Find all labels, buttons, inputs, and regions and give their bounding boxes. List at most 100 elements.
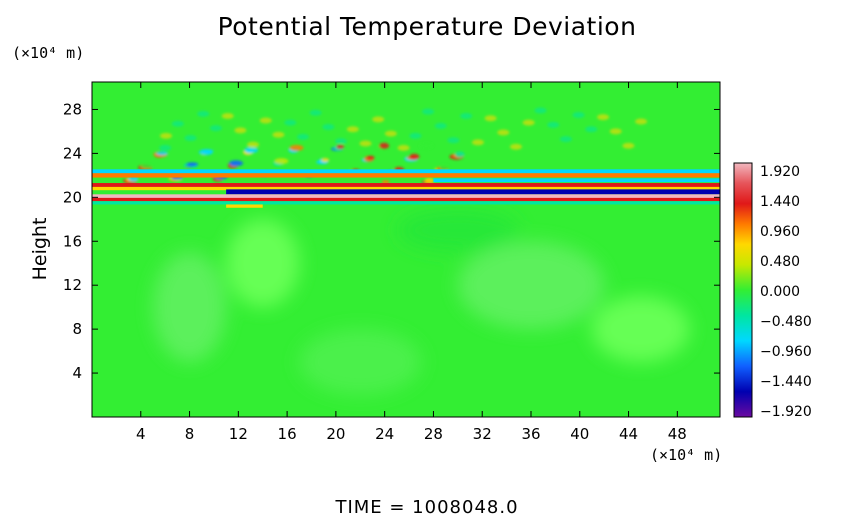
colorbar-label: 1.440 [760, 194, 800, 210]
wave-cell [322, 124, 335, 131]
wave-cell [454, 151, 465, 158]
field-blob [396, 208, 519, 253]
wave-cell [229, 160, 244, 167]
wave-cell [366, 155, 375, 160]
colorbar-label: −1.920 [760, 404, 812, 420]
wave-cell [209, 125, 222, 132]
wave-cell [447, 137, 460, 144]
wave-cell [460, 113, 473, 120]
field-blob [152, 252, 227, 363]
jet-layer [92, 169, 720, 208]
wave-cell [409, 132, 422, 139]
wave-cell [509, 143, 522, 150]
wave-cell [274, 158, 289, 165]
x-tick-label: 44 [619, 425, 638, 443]
x-tick-label: 16 [278, 425, 297, 443]
wave-cell [379, 142, 390, 149]
y-axis-unit: (×10⁴ m) [12, 44, 85, 62]
field-band [92, 183, 720, 188]
wave-cell [635, 118, 648, 125]
wave-cell [534, 107, 547, 114]
colorbar-label: 1.920 [760, 164, 800, 180]
wave-cell [422, 108, 435, 115]
wave-cell [244, 147, 259, 154]
wave-cell [381, 179, 390, 184]
x-axis-ticks: 4 8 12 16 20 24 28 32 36 40 44 48 [136, 82, 687, 443]
field-band [433, 178, 720, 183]
wave-cell [296, 133, 309, 140]
y-tick-label: 16 [63, 232, 82, 250]
wave-cell [346, 126, 359, 133]
colorbar: 1.920 1.440 0.960 0.480 0.000 −0.480 −0.960 −1.… [733, 162, 812, 420]
wave-cell [159, 144, 172, 151]
wave-cell [221, 113, 234, 120]
field-blob [299, 329, 422, 396]
wave-cell [289, 144, 304, 151]
y-tick-label: 28 [63, 100, 82, 118]
wave-cell [140, 164, 153, 169]
wave-cell [559, 136, 572, 143]
field-band [92, 169, 720, 175]
wave-cell [335, 138, 348, 145]
wave-cell [234, 127, 247, 134]
plot-area [91, 81, 721, 418]
wave-cell [419, 142, 434, 149]
x-tick-label: 20 [326, 425, 345, 443]
wave-cell [622, 142, 635, 149]
field-blob [226, 219, 300, 308]
y-tick-label: 8 [72, 320, 82, 338]
y-tick-label: 24 [63, 144, 82, 162]
field-band [92, 201, 720, 205]
x-tick-label: 48 [668, 425, 687, 443]
colorbar-label: −0.480 [760, 314, 812, 330]
y-axis-ticks: 4 8 12 16 20 24 28 [63, 100, 720, 382]
wave-cell [424, 177, 435, 184]
wave-cell [372, 116, 385, 123]
x-tick-label: 12 [229, 425, 248, 443]
wave-cell [197, 110, 210, 117]
wave-cell [309, 109, 322, 116]
x-tick-label: 36 [521, 425, 540, 443]
colorbar-labels: 1.920 1.440 0.960 0.480 0.000 −0.480 −0.960 −1.… [760, 164, 812, 420]
y-tick-label: 12 [63, 276, 82, 294]
wave-cell [609, 128, 622, 135]
wave-cell [547, 121, 560, 128]
field-blob [591, 296, 690, 363]
x-tick-label: 28 [424, 425, 443, 443]
field-band [92, 194, 720, 199]
field-band [92, 173, 720, 178]
field-band [92, 197, 720, 202]
wave-cell [585, 126, 598, 133]
x-tick-label: 40 [570, 425, 589, 443]
wave-cell [434, 122, 447, 129]
x-tick-label: 32 [473, 425, 492, 443]
wave-cell [155, 151, 168, 156]
colorbar-label: 0.000 [760, 284, 800, 300]
colorbar-label: 0.960 [760, 224, 800, 240]
colorbar-gradient [734, 163, 752, 417]
field-blob [457, 241, 605, 330]
y-tick-label: 4 [72, 364, 82, 382]
time-readout: TIME = 1008048.0 [335, 497, 519, 518]
wave-cell [186, 162, 199, 167]
wave-cell [321, 157, 330, 162]
wave-cell [201, 149, 214, 154]
x-tick-label: 8 [185, 425, 195, 443]
wave-cell [471, 139, 484, 146]
colorbar-label: 0.480 [760, 254, 800, 270]
y-tick-label: 20 [63, 188, 82, 206]
chart-title: Potential Temperature Deviation [217, 12, 637, 41]
x-tick-label: 24 [375, 425, 394, 443]
field-band [226, 189, 720, 195]
wave-cell [171, 120, 184, 127]
x-tick-label: 4 [136, 425, 146, 443]
wave-cell [184, 135, 197, 142]
field-features [92, 107, 720, 396]
wave-cell [384, 130, 397, 137]
wave-cell [484, 115, 497, 122]
wave-cell [497, 129, 510, 136]
colorbar-label: −1.440 [760, 374, 812, 390]
wave-cell [522, 119, 535, 126]
wave-cell [409, 153, 420, 160]
